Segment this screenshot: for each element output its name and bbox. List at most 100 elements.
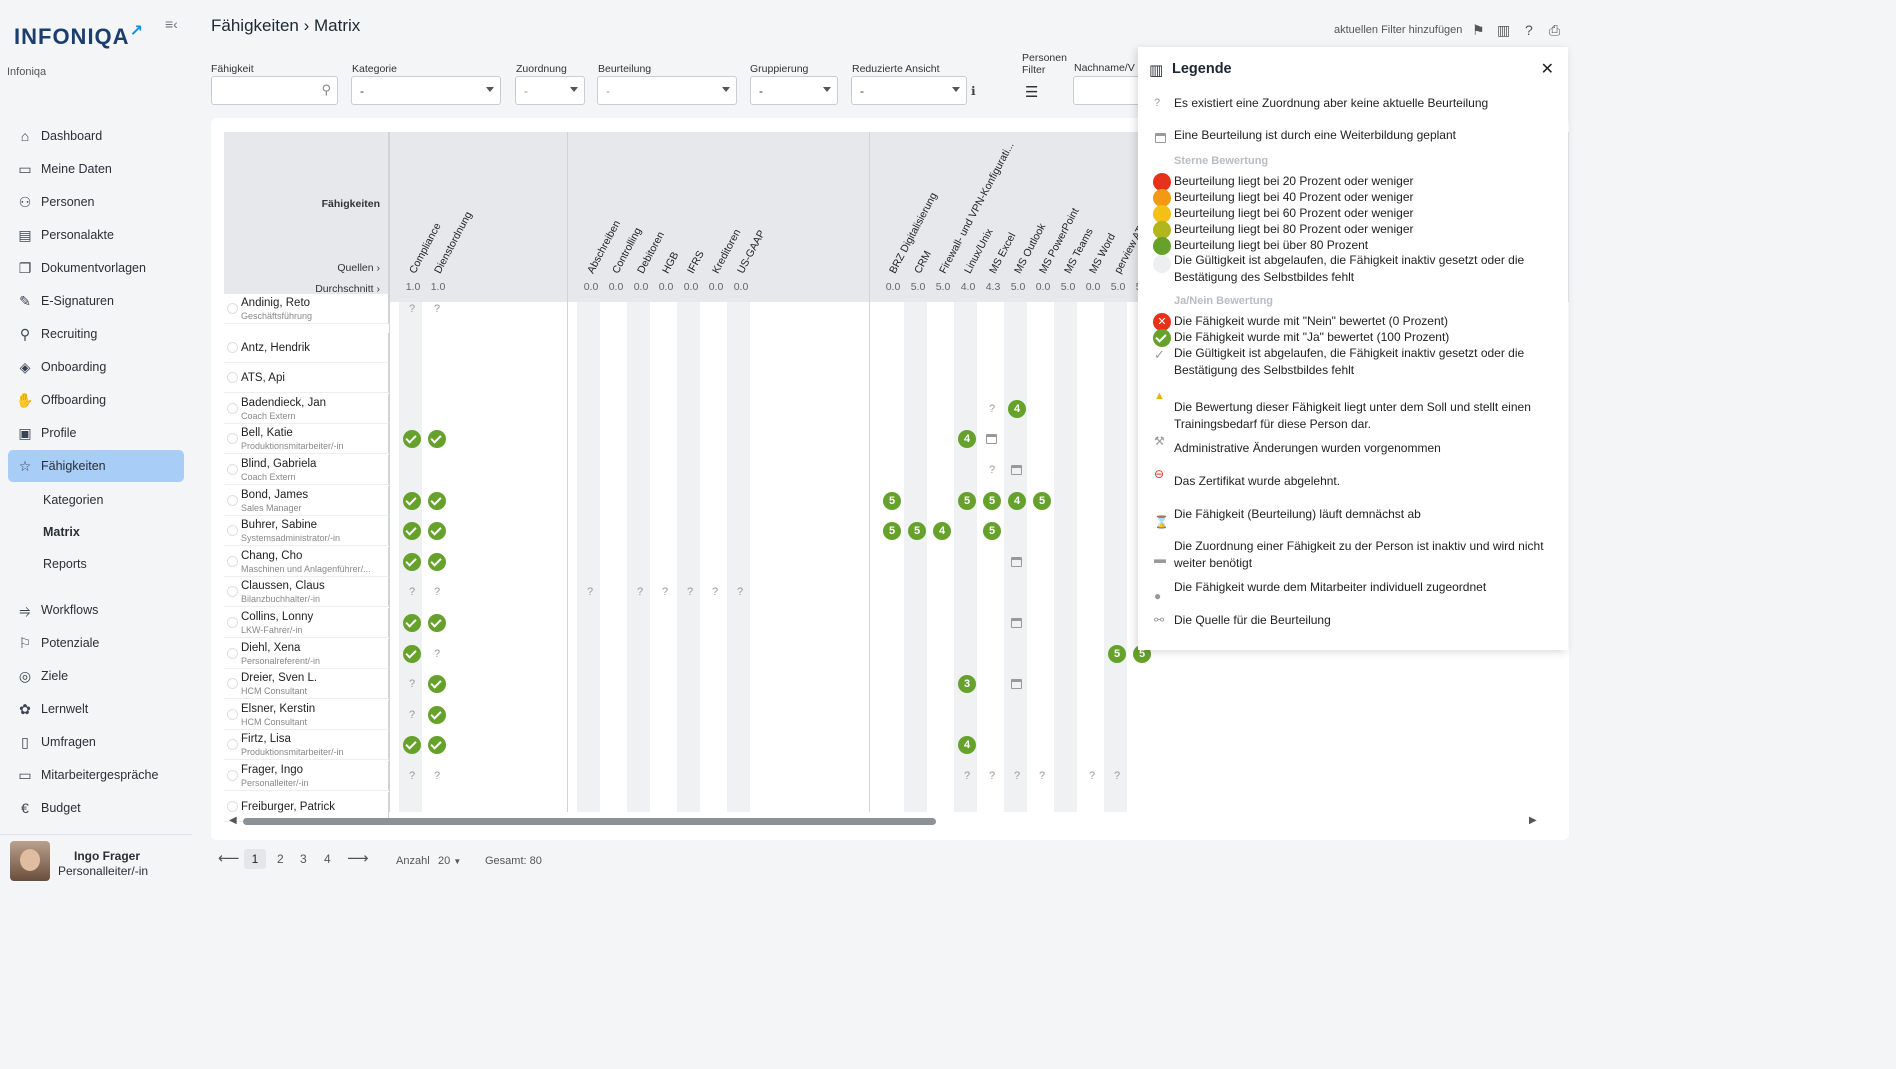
bookmark-icon[interactable]: ⚑	[1472, 22, 1485, 38]
unrated-question-icon[interactable]: ?	[711, 586, 719, 599]
row-select-checkbox[interactable]	[227, 739, 238, 751]
nav-faehigkeiten[interactable]: ☆ Fähigkeiten	[8, 450, 184, 482]
rating-badge[interactable]: 5	[958, 491, 976, 510]
table-row[interactable]: Claussen, Claus Bilanzbuchhalter/-in	[224, 577, 389, 608]
nav-mitarbeitergespraeche[interactable]: ▭ Mitarbeitergespräche	[8, 759, 184, 791]
person-name[interactable]: Collins, Lonny	[241, 611, 314, 623]
rating-badge[interactable]: 5	[883, 491, 901, 510]
unrated-question-icon[interactable]: ?	[408, 586, 416, 599]
nav-profile[interactable]: ▣ Profile	[8, 417, 184, 449]
scroll-right-icon[interactable]: ▶	[1529, 815, 1537, 826]
rating-badge[interactable]: 5	[1033, 491, 1051, 510]
person-name[interactable]: Firtz, Lisa	[241, 733, 291, 746]
person-name[interactable]: Claussen, Claus	[241, 580, 325, 593]
kategorie-select[interactable]: -	[351, 76, 501, 105]
row-select-checkbox[interactable]	[227, 770, 238, 781]
unrated-question-icon[interactable]: ?	[1113, 770, 1121, 782]
unrated-question-icon[interactable]: ?	[963, 770, 971, 782]
table-row[interactable]: Dreier, Sven L. HCM Consultant	[224, 669, 389, 700]
row-select-checkbox[interactable]	[227, 303, 238, 314]
zuordnung-select[interactable]: -	[515, 76, 585, 105]
nav-workflows[interactable]: ⥤ Workflows	[8, 594, 184, 626]
rating-yes-icon[interactable]	[403, 522, 421, 541]
row-select-checkbox[interactable]	[227, 678, 238, 690]
page-1[interactable]: 1	[244, 849, 266, 869]
nav-dashboard[interactable]: ⌂ Dashboard	[8, 120, 184, 152]
unrated-question-icon[interactable]: ?	[988, 770, 996, 782]
next-page-icon[interactable]: ⟶	[347, 850, 369, 867]
person-name[interactable]: Bond, James	[241, 488, 309, 501]
row-select-checkbox[interactable]	[227, 586, 238, 598]
rating-yes-icon[interactable]	[428, 522, 446, 541]
unrated-question-icon[interactable]: ?	[988, 464, 996, 476]
nav-e-signaturen[interactable]: ✎ E-Signaturen	[8, 285, 184, 317]
unrated-question-icon[interactable]: ?	[433, 647, 441, 660]
user-panel[interactable]: Ingo Frager Personalleiter/-in	[0, 834, 192, 884]
row-select-checkbox[interactable]	[227, 372, 238, 384]
rating-badge[interactable]: 4	[1008, 399, 1026, 418]
row-select-checkbox[interactable]	[227, 708, 238, 720]
unrated-question-icon[interactable]: ?	[636, 586, 644, 599]
gruppierung-select[interactable]: -	[750, 76, 838, 105]
row-select-checkbox[interactable]	[227, 494, 238, 506]
unrated-question-icon[interactable]: ?	[408, 770, 416, 782]
table-row[interactable]: Frager, Ingo Personalleiter/-in	[224, 761, 389, 791]
person-name[interactable]: Bell, Katie	[241, 427, 293, 440]
rating-yes-icon[interactable]	[428, 430, 446, 449]
row-select-checkbox[interactable]	[227, 402, 238, 414]
table-row[interactable]: Andinig, Reto Geschäftsführung	[224, 294, 389, 324]
table-row[interactable]: Badendieck, Jan Coach Extern	[224, 393, 389, 424]
page-4[interactable]: 4	[324, 852, 331, 866]
rating-yes-icon[interactable]	[428, 675, 446, 694]
nav-recruiting[interactable]: ⚲ Recruiting	[8, 318, 184, 350]
calendar-icon[interactable]	[986, 434, 997, 445]
map-icon[interactable]: ▥	[1497, 22, 1511, 38]
faehigkeit-search-input[interactable]: ⚲	[211, 76, 338, 105]
unrated-question-icon[interactable]: ?	[408, 303, 416, 315]
nav-lernwelt[interactable]: ✿ Lernwelt	[8, 693, 184, 725]
average-label[interactable]: Durchschnitt ›	[315, 283, 380, 295]
unrated-question-icon[interactable]: ?	[433, 586, 441, 599]
rating-yes-icon[interactable]	[403, 552, 421, 571]
person-filter-list-icon[interactable]: ☰	[1025, 84, 1039, 101]
reduzierte-ansicht-select[interactable]: -	[851, 76, 967, 105]
person-name[interactable]: Antz, Hendrik	[241, 341, 311, 354]
person-name[interactable]: Badendieck, Jan	[241, 396, 327, 409]
nachname-input[interactable]	[1073, 76, 1143, 105]
calendar-icon[interactable]	[1011, 618, 1022, 628]
nav-umfragen[interactable]: ▯ Umfragen	[8, 726, 184, 758]
page-3[interactable]: 3	[300, 852, 307, 866]
subnav-matrix[interactable]: Matrix	[43, 525, 80, 539]
rating-badge[interactable]: 5	[983, 522, 1001, 541]
nav-personalakte[interactable]: ▤ Personalakte	[8, 219, 184, 251]
rating-yes-icon[interactable]	[403, 491, 421, 510]
rating-badge[interactable]: 4	[933, 522, 951, 541]
unrated-question-icon[interactable]: ?	[988, 402, 996, 415]
calendar-icon[interactable]	[1011, 465, 1022, 475]
rating-yes-icon[interactable]	[428, 552, 446, 571]
person-name[interactable]: Andinig, Reto	[241, 297, 311, 309]
calendar-icon[interactable]	[1011, 556, 1022, 567]
calendar-icon[interactable]	[1011, 679, 1022, 690]
rating-badge[interactable]: 5	[908, 522, 926, 541]
horizontal-scrollbar[interactable]	[243, 818, 936, 825]
nav-personen[interactable]: ⚇ Personen	[8, 186, 184, 218]
rating-yes-icon[interactable]	[403, 430, 421, 449]
rating-badge[interactable]: 4	[958, 736, 976, 755]
person-name[interactable]: Dreier, Sven L.	[241, 672, 318, 685]
unrated-question-icon[interactable]: ?	[433, 770, 441, 782]
person-name[interactable]: Chang, Cho	[241, 549, 303, 562]
row-select-checkbox[interactable]	[227, 800, 238, 812]
rating-badge[interactable]: 3	[958, 675, 976, 694]
table-row[interactable]: Buhrer, Sabine Systemsadministrator/-in	[224, 516, 389, 547]
rating-yes-icon[interactable]	[403, 736, 421, 755]
rating-yes-icon[interactable]	[428, 614, 446, 632]
rating-yes-icon[interactable]	[428, 491, 446, 510]
rating-yes-icon[interactable]	[403, 614, 421, 632]
unrated-question-icon[interactable]: ?	[686, 586, 694, 599]
person-name[interactable]: Frager, Ingo	[241, 764, 304, 776]
table-row[interactable]: Diehl, Xena Personalreferent/-in	[224, 638, 389, 669]
row-select-checkbox[interactable]	[227, 617, 238, 628]
person-name[interactable]: Blind, Gabriela	[241, 458, 317, 470]
unrated-question-icon[interactable]: ?	[408, 708, 416, 721]
